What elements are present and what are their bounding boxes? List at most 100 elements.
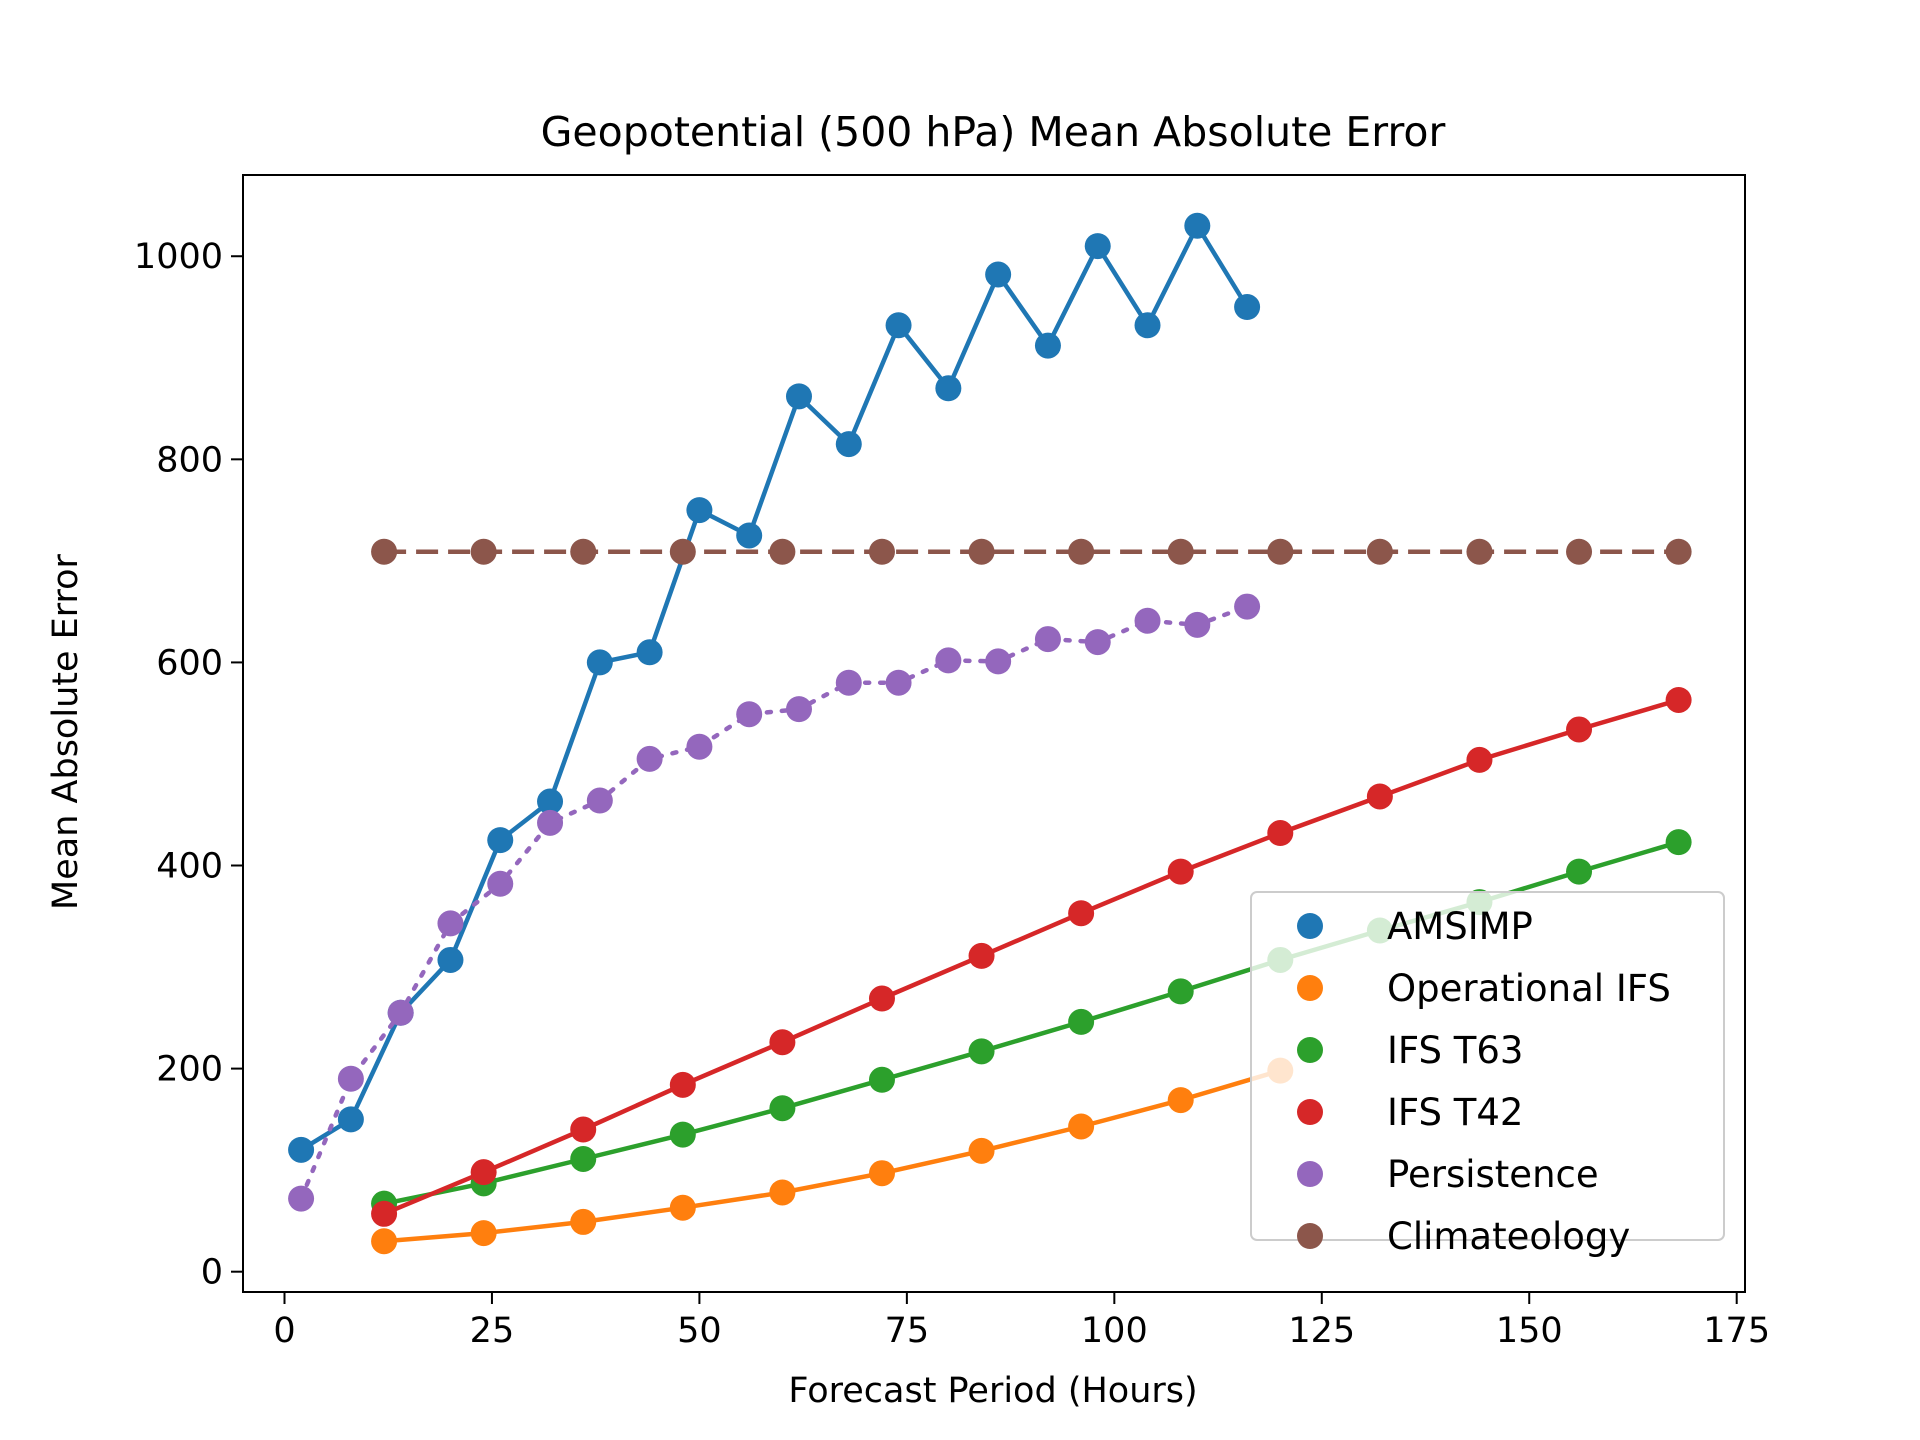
y-axis: 0 200 400 600 800 1000 <box>134 237 243 1293</box>
data-point <box>586 649 613 676</box>
data-point <box>985 648 1012 675</box>
data-point <box>1566 538 1593 565</box>
series-line <box>299 221 1250 1152</box>
data-point <box>785 696 812 723</box>
x-axis-label: Forecast Period (Hours) <box>788 1371 1197 1411</box>
data-point <box>1566 858 1593 885</box>
y-tick-label: 1000 <box>134 237 223 277</box>
legend-label: AMSIMP <box>1387 905 1533 948</box>
data-point <box>835 669 862 696</box>
legend-marker <box>1297 1037 1323 1063</box>
x-tick-label: 100 <box>1081 1311 1148 1351</box>
data-point <box>1167 978 1194 1005</box>
x-tick-label: 25 <box>470 1311 515 1351</box>
data-point <box>669 538 696 565</box>
series-ifs-t42 <box>371 686 1692 1227</box>
chart-title: Geopotential (500 hPa) Mean Absolute Err… <box>541 108 1446 156</box>
x-tick-label: 75 <box>885 1311 930 1351</box>
y-tick-label: 0 <box>201 1253 223 1293</box>
data-point <box>1034 332 1061 359</box>
data-point <box>371 1200 398 1227</box>
data-point <box>437 910 464 937</box>
data-point <box>470 538 497 565</box>
data-point <box>1134 312 1161 339</box>
data-point <box>1068 538 1095 565</box>
legend-item-climateology: Climateology <box>1297 1215 1630 1258</box>
series-amsimp <box>288 212 1261 1163</box>
data-point <box>1084 233 1111 260</box>
data-point <box>537 809 564 836</box>
data-point <box>371 1228 398 1255</box>
data-point <box>669 1071 696 1098</box>
legend-item-ifs-t63: IFS T63 <box>1297 1029 1523 1072</box>
data-point <box>968 1038 995 1065</box>
data-point <box>371 538 398 565</box>
x-tick-label: 150 <box>1496 1311 1563 1351</box>
data-point <box>586 787 613 814</box>
data-point <box>1366 538 1393 565</box>
data-point <box>487 870 514 897</box>
legend-item-amsimp: AMSIMP <box>1297 905 1533 948</box>
data-point <box>470 1159 497 1186</box>
data-point <box>337 1106 364 1133</box>
x-tick-label: 125 <box>1288 1311 1355 1351</box>
data-point <box>935 375 962 402</box>
data-point <box>1366 783 1393 810</box>
legend-box <box>1250 891 1725 1241</box>
legend-label: Operational IFS <box>1387 967 1671 1010</box>
data-point <box>769 1179 796 1206</box>
legend-marker <box>1297 975 1323 1001</box>
plot-frame <box>242 174 1746 1293</box>
data-point <box>570 1116 597 1143</box>
data-point <box>885 669 912 696</box>
data-point <box>868 1160 895 1187</box>
legend-label: Persistence <box>1387 1153 1599 1196</box>
data-point <box>636 745 663 772</box>
data-point <box>769 1029 796 1056</box>
data-point <box>1167 538 1194 565</box>
x-tick-label: 0 <box>273 1311 295 1351</box>
data-point <box>1466 538 1493 565</box>
data-point <box>1466 746 1493 773</box>
data-point <box>1167 858 1194 885</box>
data-point <box>537 788 564 815</box>
x-axis: 0 25 50 75 100 125 150 175 <box>273 1292 1770 1351</box>
data-point <box>387 999 414 1026</box>
legend-marker <box>1297 913 1323 939</box>
data-point <box>570 538 597 565</box>
data-point <box>1084 629 1111 656</box>
x-tick-label: 50 <box>677 1311 722 1351</box>
data-point <box>1234 593 1261 620</box>
data-point <box>686 733 713 760</box>
y-tick-label: 200 <box>156 1050 223 1090</box>
data-point <box>470 1220 497 1247</box>
data-point <box>835 431 862 458</box>
data-point <box>437 946 464 973</box>
legend-item-operational-ifs: Operational IFS <box>1297 967 1671 1010</box>
series-climateology <box>371 538 1692 565</box>
legend-marker <box>1297 1223 1323 1249</box>
data-point <box>686 497 713 524</box>
data-point <box>935 647 962 674</box>
data-point <box>337 1065 364 1092</box>
data-point <box>885 312 912 339</box>
series-operational-ifs <box>371 1057 1294 1255</box>
data-point <box>1665 829 1692 856</box>
data-point <box>1184 212 1211 239</box>
data-point <box>1267 538 1294 565</box>
data-point <box>669 1194 696 1221</box>
data-point <box>669 1121 696 1148</box>
series-persistence <box>288 593 1261 1212</box>
data-point <box>570 1145 597 1172</box>
series-line <box>383 1068 1281 1244</box>
data-point <box>1566 716 1593 743</box>
data-point <box>736 522 763 549</box>
y-tick-label: 600 <box>156 643 223 683</box>
data-point <box>1034 626 1061 653</box>
legend-marker <box>1297 1099 1323 1125</box>
data-point <box>570 1208 597 1235</box>
data-point <box>487 827 514 854</box>
data-point <box>1665 538 1692 565</box>
legend-item-persistence: Persistence <box>1297 1153 1599 1196</box>
